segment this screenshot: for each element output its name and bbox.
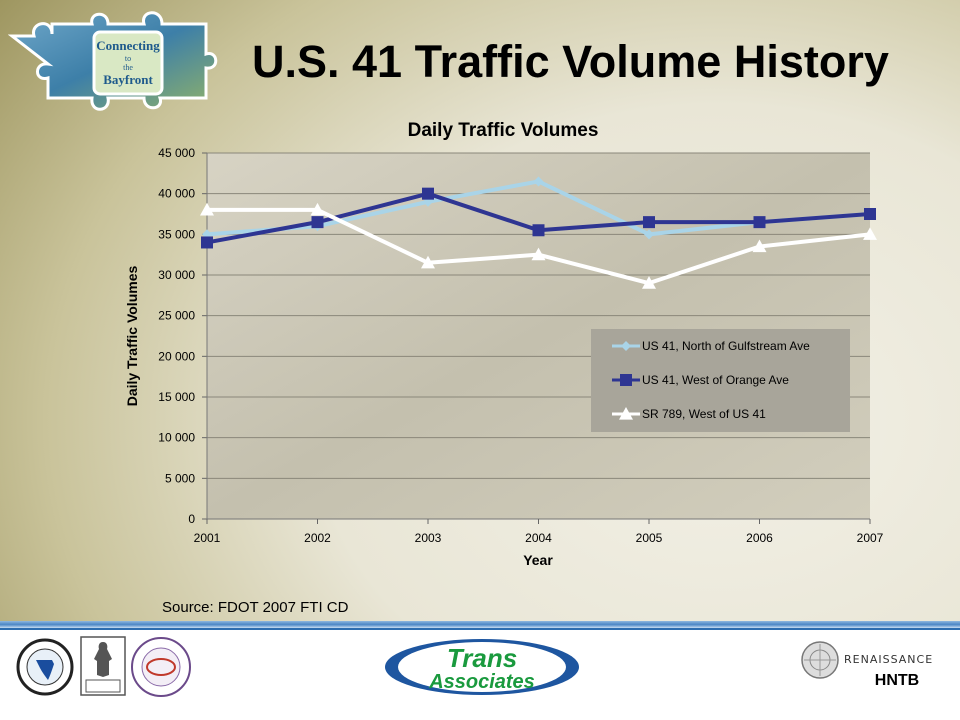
hntb-wordmark: HNTB (864, 669, 930, 693)
data-point-series-3 (863, 227, 877, 240)
x-tick-label: 2001 (194, 531, 221, 545)
connecting-to-the-bayfront-logo: Connecting to the Bayfront (8, 11, 218, 111)
renaissance-emblem-icon (801, 641, 839, 679)
y-tick-label: 30 000 (158, 268, 195, 282)
y-tick-label: 20 000 (158, 349, 195, 363)
data-point-series-3 (752, 239, 767, 253)
source-note: Source: FDOT 2007 FTI CD (162, 599, 349, 616)
data-point-series-1 (533, 176, 544, 187)
data-point-series-3 (310, 202, 325, 216)
y-tick-label: 35 000 (158, 227, 195, 241)
slide-title: U.S. 41 Traffic Volume History (252, 36, 889, 87)
y-tick-label: 40 000 (158, 187, 195, 201)
puzzle-text-1: Connecting (96, 38, 160, 53)
renaissance-wordmark: RENAISSANCE (844, 653, 934, 666)
footer-divider-line (0, 628, 960, 630)
trans-logo-text-1: Trans (447, 643, 517, 673)
data-point-series-2 (422, 187, 434, 200)
trans-logo-text-2: Associates (428, 671, 535, 693)
legend-marker (619, 407, 633, 420)
y-tick-label: 45 000 (158, 146, 195, 160)
trans-associates-logo: Trans Associates (385, 639, 579, 695)
data-point-series-2 (201, 236, 213, 249)
y-axis-label: Daily Traffic Volumes (124, 266, 140, 407)
x-tick-label: 2007 (857, 531, 884, 545)
x-tick-label: 2006 (746, 531, 773, 545)
traffic-volume-chart: 0 5 000 10 000 15 000 20 000 25 000 30 000 35 0… (124, 120, 884, 568)
data-point-series-1 (644, 229, 654, 240)
puzzle-text-2: to (125, 54, 131, 63)
legend-label: US 41, West of Orange Ave (642, 373, 789, 387)
x-tick-label: 2004 (525, 531, 552, 545)
data-point-series-2 (643, 216, 655, 229)
sarasota-manatee-mpo-seal-logo (131, 637, 191, 697)
legend-label: SR 789, West of US 41 (642, 407, 766, 421)
x-tick-label: 2005 (636, 531, 663, 545)
chart-title: Daily Traffic Volumes (408, 120, 599, 141)
x-axis-label: Year (523, 552, 553, 568)
fdot-seal-logo (16, 638, 74, 696)
y-tick-label: 15 000 (158, 390, 195, 404)
x-tick-label: 2002 (304, 531, 331, 545)
legend-label: US 41, North of Gulfstream Ave (642, 339, 810, 353)
renaissance-hntb-logo: RENAISSANCE HNTB (798, 638, 932, 696)
data-point-series-3 (421, 255, 435, 269)
data-point-series-2 (753, 216, 766, 229)
puzzle-text-3: the (123, 63, 133, 72)
data-point-series-3 (200, 202, 214, 216)
y-tick-label: 5 000 (165, 471, 195, 485)
data-point-series-3 (642, 276, 656, 289)
legend-marker (620, 374, 632, 386)
x-tick-label: 2003 (415, 531, 442, 545)
data-point-series-2 (311, 216, 324, 229)
y-tick-label: 0 (188, 512, 195, 526)
y-tick-label: 25 000 (158, 309, 195, 323)
city-of-sarasota-logo (80, 636, 126, 696)
data-point-series-3 (531, 247, 546, 261)
y-tick-label: 10 000 (158, 431, 195, 445)
footer-divider (0, 621, 960, 628)
data-point-series-2 (532, 224, 545, 237)
data-point-series-2 (864, 208, 876, 220)
puzzle-text-4: Bayfront (103, 72, 153, 87)
legend-marker (621, 341, 631, 351)
legend: US 41, North of Gulfstream Ave US 41, Wes… (591, 329, 850, 432)
